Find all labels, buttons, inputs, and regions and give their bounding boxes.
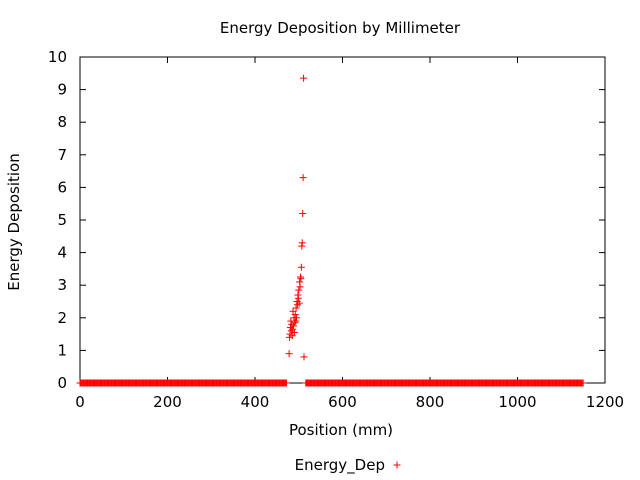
x-tick-label: 1000 [498, 393, 536, 411]
x-ticks: 0 200 400 600 800 1000 1200 [75, 57, 624, 411]
x-tick-label: 1200 [586, 393, 624, 411]
x-tick-label: 400 [241, 393, 270, 411]
y-tick-label: 3 [57, 276, 67, 294]
legend-plus-marker [393, 461, 401, 469]
x-tick-label: 0 [75, 393, 85, 411]
x-axis-label: Position (mm) [289, 421, 393, 439]
data-point [299, 174, 307, 182]
y-tick-label: 1 [57, 341, 67, 359]
data-point [291, 319, 299, 327]
data-point [290, 322, 297, 330]
y-tick-label: 6 [57, 178, 67, 196]
data-point [290, 328, 298, 336]
y-tick-label: 7 [57, 146, 67, 164]
y-axis-label: Energy Deposition [5, 153, 23, 290]
legend-label: Energy_Dep [295, 456, 385, 475]
data-point [298, 239, 306, 247]
data-point [288, 320, 296, 328]
data-point [579, 379, 587, 387]
data-point [294, 294, 302, 302]
x-tick-label: 600 [328, 393, 357, 411]
plot-frame [79, 56, 606, 384]
data-point [295, 286, 303, 294]
data-point [293, 314, 301, 322]
y-tick-label: 0 [57, 374, 67, 392]
legend: Energy_Dep [295, 456, 401, 475]
data-point [300, 74, 308, 82]
y-tick-label: 4 [57, 244, 67, 262]
y-tick-label: 10 [48, 48, 67, 66]
data-point [283, 379, 290, 387]
data-point [289, 325, 297, 333]
x-tick-label: 200 [153, 393, 182, 411]
data-point [296, 283, 304, 291]
data-point [300, 353, 308, 361]
x-tick-label: 800 [416, 393, 445, 411]
y-tick-label: 9 [57, 81, 67, 99]
chart-title: Energy Deposition by Millimeter [220, 19, 461, 37]
data-point [287, 327, 295, 335]
y-ticks: 0 1 2 3 4 5 6 7 8 9 10 [48, 48, 605, 392]
y-tick-label: 5 [57, 211, 67, 229]
data-point [297, 275, 305, 283]
data-point [297, 263, 305, 271]
y-tick-label: 8 [57, 113, 67, 131]
y-tick-label: 2 [57, 309, 67, 327]
data-point [299, 209, 307, 217]
data-point [285, 350, 293, 358]
legend-marker [393, 461, 401, 469]
data-points [76, 74, 587, 387]
data-point [292, 317, 300, 325]
data-point [291, 311, 299, 319]
data-point [293, 301, 301, 309]
data-point [292, 304, 300, 312]
data-point [295, 299, 303, 307]
